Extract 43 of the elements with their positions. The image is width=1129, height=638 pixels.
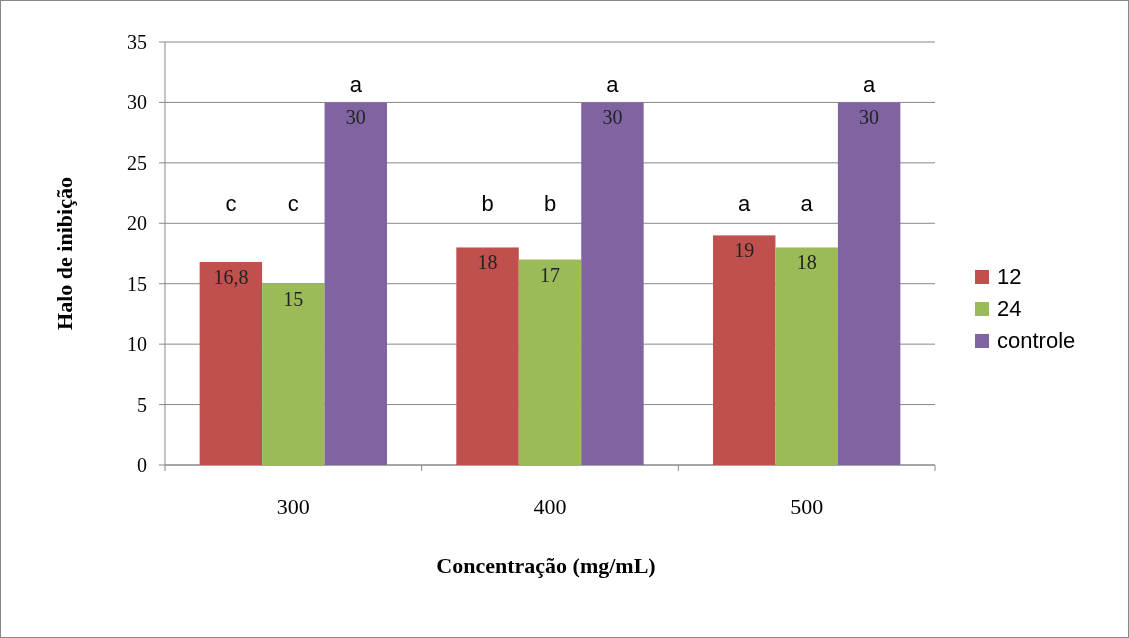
legend-label: 12	[997, 264, 1022, 289]
bar	[712, 235, 776, 465]
data-label: 15	[283, 287, 304, 310]
y-tick-label: 5	[137, 393, 147, 416]
x-tick-label: 500	[790, 494, 824, 519]
annotation: b	[543, 191, 557, 217]
annotation: a	[606, 72, 620, 98]
x-axis-title: Concentração (mg/mL)	[436, 553, 656, 578]
annotation: a	[863, 72, 876, 98]
y-axis-title: Halo de inibição	[52, 177, 77, 330]
y-tick-label: 15	[127, 272, 147, 295]
legend-label: 24	[997, 296, 1022, 321]
legend-label: controle	[997, 328, 1076, 353]
annotation: c	[287, 191, 299, 217]
x-tick-label: 400	[533, 494, 567, 519]
y-tick-label: 35	[127, 31, 147, 53]
bar	[775, 247, 838, 465]
data-label: 30	[345, 106, 366, 129]
bar	[199, 261, 263, 465]
data-label: 18	[796, 251, 817, 274]
y-tick-label: 30	[127, 91, 147, 114]
bar	[324, 102, 388, 465]
y-tick-label: 0	[137, 454, 147, 476]
bar	[837, 102, 901, 465]
bar	[518, 259, 582, 465]
bar	[456, 247, 519, 465]
annotation: a	[349, 72, 363, 98]
y-tick-label: 10	[127, 333, 147, 356]
x-tick-label: 300	[276, 494, 310, 519]
data-label: 30	[602, 106, 623, 129]
annotation: a	[738, 191, 752, 217]
data-label: 30	[859, 106, 880, 129]
data-label: 16,8	[213, 265, 249, 288]
data-label: 17	[540, 263, 560, 286]
annotation: b	[481, 191, 494, 217]
annotation: c	[225, 191, 237, 217]
data-label: 19	[734, 239, 755, 262]
y-tick-label: 25	[127, 151, 147, 174]
annotation: a	[800, 191, 814, 217]
data-label: 18	[477, 251, 498, 274]
bar	[581, 102, 644, 465]
y-tick-label: 20	[127, 212, 147, 235]
bar	[262, 283, 325, 465]
